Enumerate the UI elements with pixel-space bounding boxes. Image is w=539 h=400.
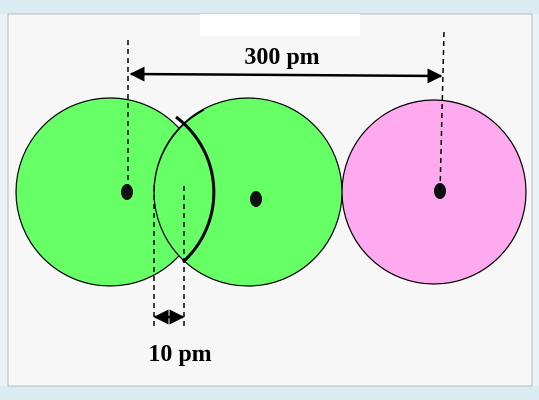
atom-right [341,99,527,285]
nucleus-left [121,184,133,200]
nucleus-right [434,183,446,199]
nucleus-middle [250,191,262,207]
atom-middle-overlap-outline [153,109,205,193]
overlap-arc [175,115,216,264]
label-10pm: 10 pm [148,341,211,367]
distance-arrow-300pm [129,66,443,84]
panel-highlight [200,14,360,36]
label-300pm: 300 pm [244,44,319,70]
